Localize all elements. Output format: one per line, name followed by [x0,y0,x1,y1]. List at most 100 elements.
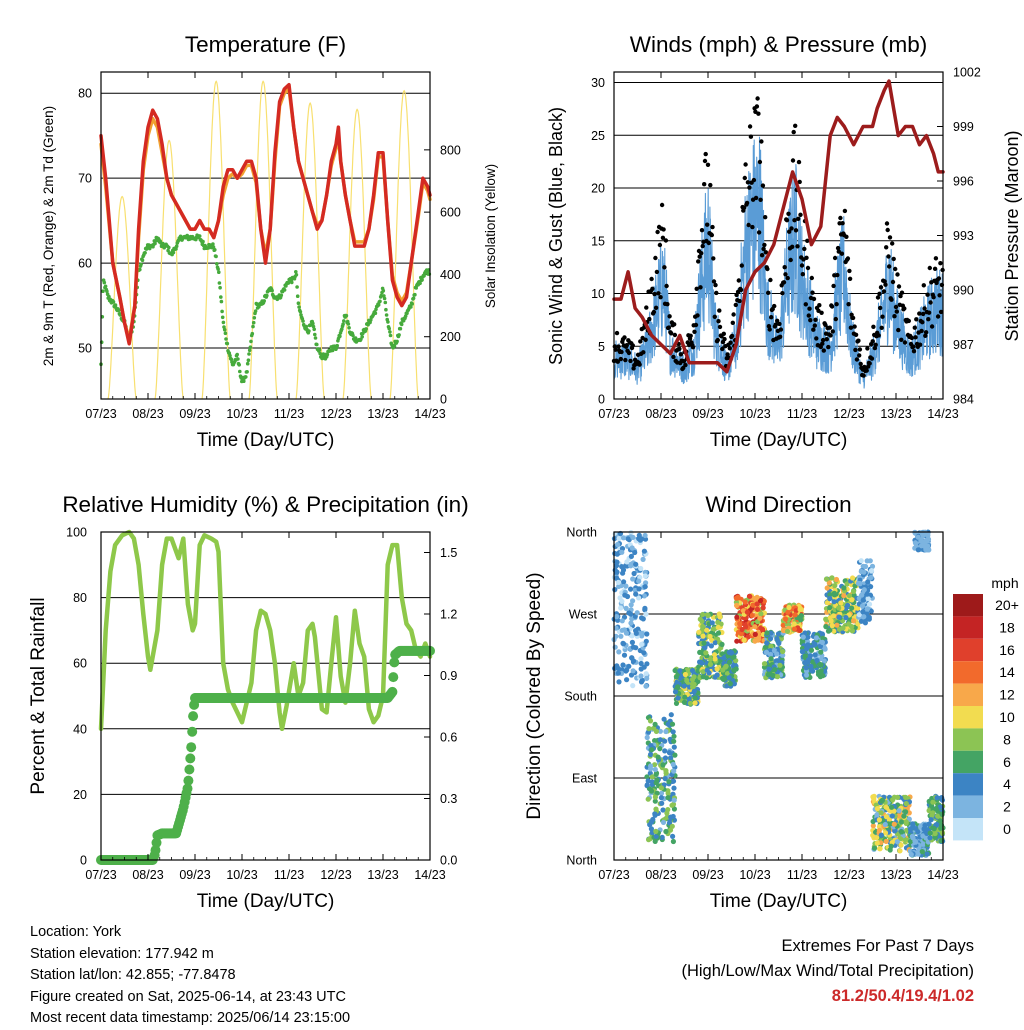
dewpoint-dot [378,299,382,304]
rh-right-tick-label: 0.0 [440,854,457,868]
direction-dot [649,774,656,780]
direction-dot [877,846,883,852]
gust-dot [885,227,890,233]
direction-dot [642,573,649,579]
direction-dot [834,622,840,628]
direction-dot [824,600,830,606]
dewpoint-dot [247,352,251,356]
gust-dot [662,265,667,270]
dir-x-tick-label: 14/23 [927,868,958,882]
gust-dot [890,241,895,246]
direction-dot [619,564,625,570]
gust-dot [709,232,714,238]
direction-dot [653,771,659,778]
winds-right-tick-label: 1002 [953,66,981,80]
gust-dot [778,334,783,339]
gust-dot [830,329,835,334]
gust-dot [791,129,796,135]
direction-dot [641,548,648,554]
gust-dot [778,327,784,332]
dir-x-tick-label: 09/23 [692,868,723,882]
gust-dot [821,348,826,353]
winds-right-tick-label: 996 [953,175,974,189]
gust-dot [785,275,790,281]
direction-dot [822,646,828,652]
direction-dot [780,622,786,628]
temp-plot-frame [100,71,431,400]
direction-dot [668,712,674,718]
gust-dot [872,345,878,351]
direction-dot [827,605,833,611]
gust-dot [739,263,744,268]
direction-dot [692,700,698,706]
dewpoint-dot [311,321,315,326]
direction-dot [791,621,797,627]
rh-x-tick-label: 09/23 [179,868,210,882]
direction-dot [855,605,861,611]
direction-dot [630,598,636,604]
direction-dot [621,627,628,633]
gust-dot [928,300,933,305]
rh-right-tick-label: 0.3 [440,792,457,806]
gust-dot [927,265,932,271]
direction-dot [915,851,921,857]
gust-dot [657,242,663,248]
gust-dot [795,244,800,249]
gust-dot [797,179,802,185]
gust-dot [808,318,813,323]
gust-dot [681,359,687,364]
direction-dot [655,754,661,760]
gust-dot [835,272,840,278]
direction-dot [633,561,639,567]
gust-dot [638,339,643,344]
gust-dot [887,235,893,240]
gust-dot [923,330,929,335]
direction-dot [846,621,852,627]
direction-dot [712,656,718,662]
gust-dot [856,338,861,343]
direction-dot [844,581,850,587]
gust-dot [836,249,841,254]
direction-dot [689,667,696,674]
dewpoint-dot [248,345,253,350]
winds-x-axis-label: Time (Day/UTC) [710,430,848,451]
direction-dot [643,580,649,586]
legend-label: 6 [1003,754,1011,770]
direction-dot [819,639,826,646]
gust-dot [906,318,911,324]
gust-dot [768,277,773,283]
dewpoint-dot [388,333,393,338]
dewpoint-dot [249,339,253,344]
gust-dot [892,314,897,319]
gust-dot [846,302,851,307]
direction-dot [715,624,721,630]
temp-right-tick-label: 0 [440,393,447,407]
direction-dot [670,778,677,784]
temp-right-tick-label: 200 [440,330,461,344]
winds-y-tick-label: 20 [591,182,605,196]
gust-dot [823,322,828,327]
gust-dot [813,317,818,322]
gust-dot [725,352,730,357]
winds-y-tick-label: 15 [591,234,605,248]
gust-dot [929,324,935,329]
direction-dot [682,671,689,678]
gust-dot [891,256,896,262]
gust-dot [656,291,661,296]
legend-swatch [953,594,983,617]
gust-dot [711,256,716,261]
gust-dot [767,327,772,332]
gust-dot [653,305,659,310]
dewpoint-dot [294,273,299,277]
rh-x-axis-label: Time (Day/UTC) [197,891,335,912]
direction-dot [826,580,832,586]
direction-dot [707,656,714,662]
gust-dot [705,222,710,227]
direction-dot [915,829,921,835]
direction-dot [768,630,774,636]
direction-dot [700,611,706,618]
direction-dot [671,744,677,750]
direction-dot [913,839,919,845]
gust-dot [902,340,908,345]
